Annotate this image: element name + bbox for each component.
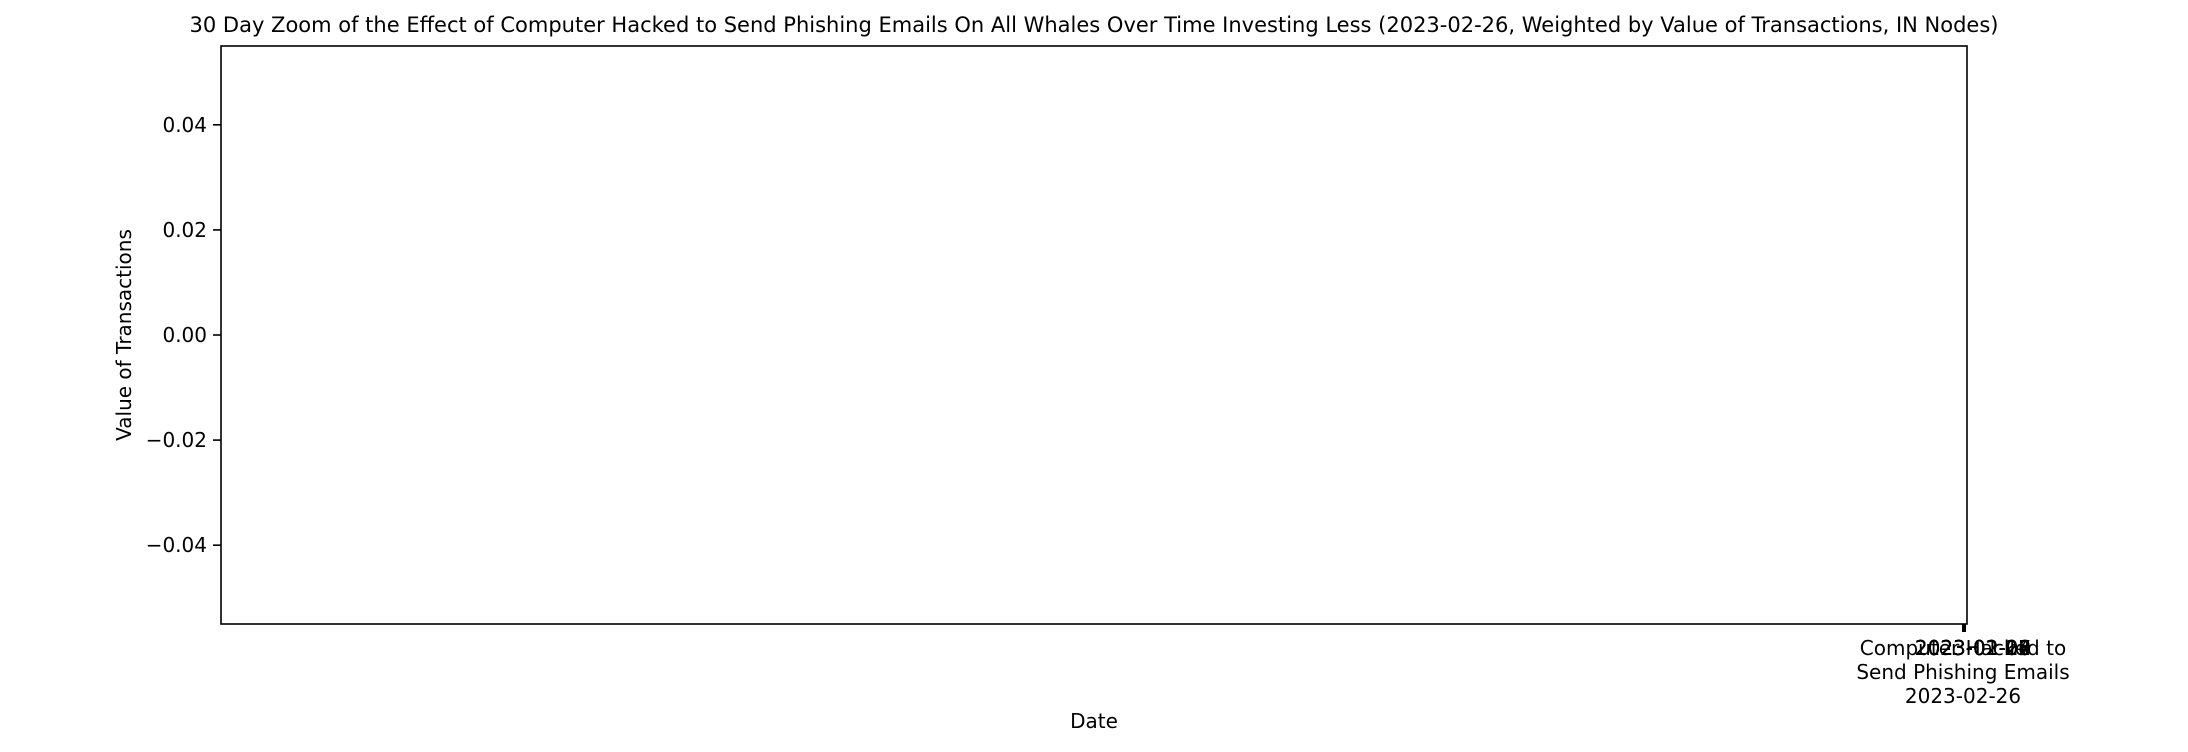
event-label-line: 2023-02-26 xyxy=(1905,684,2021,708)
y-tick-label: −0.04 xyxy=(146,533,207,557)
event-label-line: Send Phishing Emails xyxy=(1856,660,2069,684)
y-axis-label: Value of Transactions xyxy=(112,229,136,441)
x-axis-label: Date xyxy=(1070,709,1118,733)
x-tick-label: 2023-02-26 xyxy=(1915,636,2031,660)
y-tick-label: 0.00 xyxy=(162,323,207,347)
y-tick-label: 0.04 xyxy=(162,113,207,137)
x-tick-label: 2023-02-14 xyxy=(1915,636,2031,660)
x-tick-label: 2023-02-02 xyxy=(1915,636,2031,660)
x-tick-label: 2023-02-20 xyxy=(1915,636,2031,660)
x-tick-label: 2023-01-27 xyxy=(1915,636,2031,660)
y-tick-label: 0.02 xyxy=(162,218,207,242)
y-tick-label: −0.02 xyxy=(146,428,207,452)
x-axis-ticks: 2023-01-272023-02-022023-02-082023-02-14… xyxy=(1856,624,2070,708)
x-tick-label: 2023-02-08 xyxy=(1915,636,2031,660)
plot-area xyxy=(220,45,1968,625)
chart-title: 30 Day Zoom of the Effect of Computer Ha… xyxy=(190,13,1999,37)
event-label-line: Computer Hacked to xyxy=(1860,636,2066,660)
y-axis-ticks: 0.04 0.02 0.00 −0.02 −0.04 xyxy=(146,113,221,557)
